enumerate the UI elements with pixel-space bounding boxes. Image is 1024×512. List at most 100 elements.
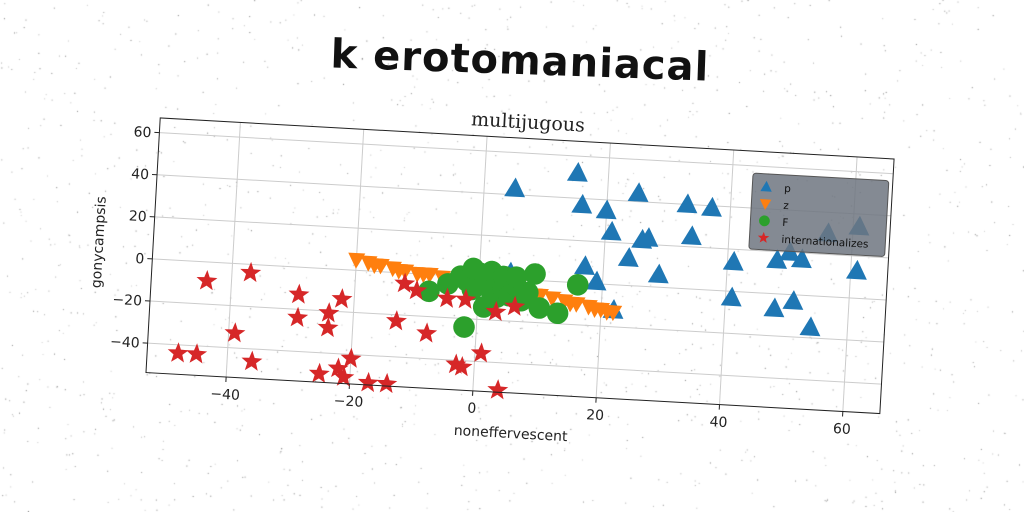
data-point (574, 255, 595, 276)
data-point (566, 274, 589, 296)
data-point (376, 372, 398, 394)
data-point (196, 269, 218, 291)
data-point (487, 379, 509, 400)
data-point (595, 199, 617, 220)
data-point (763, 297, 785, 318)
data-point (617, 247, 639, 267)
data-point (766, 249, 788, 269)
x-axis-label: noneffervescent (453, 423, 568, 445)
data-point (720, 286, 742, 307)
data-point (418, 280, 440, 303)
data-point (472, 296, 495, 318)
x-tick-label: 40 (709, 414, 728, 431)
x-gridline (225, 122, 241, 378)
data-point (504, 177, 526, 198)
data-point (386, 310, 407, 331)
legend-label: internationalizes (781, 234, 869, 251)
data-point (701, 196, 722, 217)
data-point (331, 288, 353, 309)
data-point (453, 316, 475, 338)
data-point (600, 220, 622, 241)
data-point (562, 296, 580, 313)
data-point (415, 266, 433, 284)
data-point (680, 225, 702, 246)
data-point (406, 279, 428, 300)
legend-label: F (782, 217, 789, 229)
chart-title: multijugous (471, 108, 586, 136)
data-point (790, 248, 812, 269)
y-tick-label: −40 (110, 334, 140, 352)
data-point (782, 290, 804, 310)
y-axis-label: gonycampsis (89, 196, 110, 289)
data-point (598, 304, 617, 321)
data-point (318, 302, 340, 323)
x-tick-label: 20 (586, 407, 605, 424)
data-point (845, 259, 867, 280)
y-tick-label: 20 (128, 208, 147, 225)
data-point (288, 283, 310, 304)
data-point (462, 257, 485, 280)
y-gridline (154, 216, 889, 259)
data-point (676, 193, 698, 214)
data-point (340, 347, 362, 368)
chart-root: −40 −20 0 20 40 60 −40 −20 0 20 40 60 multijugous n… (89, 108, 895, 445)
data-point (167, 342, 189, 363)
data-point (366, 257, 384, 275)
data-point (186, 343, 208, 364)
data-point (799, 316, 821, 337)
y-tick-label: 0 (135, 251, 145, 267)
y-gridline (159, 132, 894, 175)
legend-marker (760, 180, 772, 192)
data-point (505, 266, 528, 288)
x-tick-label: 60 (832, 421, 851, 438)
legend-marker (759, 215, 770, 227)
data-point (308, 362, 330, 384)
y-tick-label: 60 (133, 124, 152, 141)
x-gridline (718, 149, 735, 405)
data-point (416, 322, 438, 343)
data-point (327, 357, 349, 378)
data-point (485, 300, 507, 322)
y-gridline (149, 300, 884, 343)
axis-ticks: −40 −20 0 20 40 60 −40 −20 0 20 40 60 (110, 124, 852, 438)
data-point (436, 287, 458, 308)
y-tick-label: −20 (112, 292, 142, 310)
data-point (524, 263, 546, 285)
data-point (241, 350, 263, 371)
data-point (586, 301, 604, 318)
data-point (317, 316, 339, 338)
data-point (455, 288, 477, 309)
series-f (418, 257, 589, 338)
x-tick-label: −40 (210, 386, 240, 404)
plot-points (167, 161, 870, 400)
legend-label: p (784, 183, 792, 195)
data-point (546, 302, 569, 325)
series-internationalizes (167, 261, 526, 400)
data-point (647, 263, 669, 284)
data-point (348, 252, 366, 269)
x-gridline (595, 143, 611, 398)
x-tick-label: 0 (467, 401, 477, 417)
data-point (722, 250, 744, 271)
data-point (517, 281, 539, 304)
data-point (451, 356, 473, 377)
data-point (357, 371, 379, 393)
legend-label: z (783, 200, 790, 212)
legend-marker (757, 231, 770, 243)
legend-box (748, 172, 890, 257)
y-gridline (147, 342, 882, 385)
data-point (390, 263, 409, 280)
y-tick-label: 40 (131, 166, 150, 183)
data-point (544, 290, 562, 308)
data-point (224, 322, 246, 343)
data-point (566, 161, 588, 182)
data-point (585, 270, 607, 291)
data-point (637, 227, 659, 247)
data-point (394, 272, 416, 293)
data-point (504, 295, 526, 316)
x-tick-label: −20 (333, 393, 363, 411)
axes-frame (145, 117, 895, 415)
data-point (470, 342, 492, 363)
